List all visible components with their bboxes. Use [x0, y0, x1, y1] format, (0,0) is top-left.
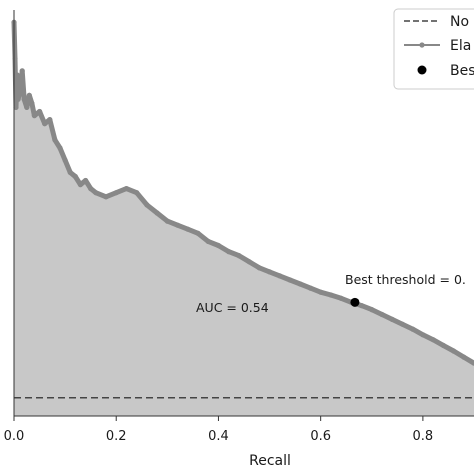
pr-curve-point	[93, 190, 99, 196]
pr-curve-point	[389, 316, 395, 322]
axes	[13, 10, 474, 417]
area-under-curve	[14, 22, 474, 416]
pr-curve-point	[461, 354, 467, 360]
pr-curve-point	[451, 348, 457, 354]
pr-curve-point	[267, 269, 273, 275]
pr-curve-point	[29, 100, 35, 106]
auc-annotation: AUC = 0.54	[196, 300, 269, 315]
pr-curve-point	[123, 186, 129, 192]
pr-curve-point	[77, 182, 83, 188]
pr-curve-point	[236, 253, 242, 259]
pr-curve-point	[195, 230, 201, 236]
pr-curve-point	[369, 307, 375, 313]
pr-curve-point	[19, 68, 25, 74]
legend-swatch-best	[417, 65, 427, 75]
pr-curve-markers	[11, 19, 474, 366]
legend-frame	[393, 8, 474, 90]
pr-curve-point	[164, 218, 170, 224]
pr-curve-point	[14, 72, 20, 78]
legend-label-best: Bes	[450, 63, 474, 79]
pr-curve-point	[24, 104, 30, 110]
pr-curve-point	[13, 104, 19, 110]
pr-curve-point	[57, 145, 63, 151]
pr-curve-point	[287, 277, 293, 283]
x-ticks: 0.0 0.2 0.4 0.6 0.8	[4, 416, 434, 444]
pr-curve-point	[420, 332, 426, 338]
x-axis-label: Recall	[249, 453, 291, 469]
pr-curve-point	[72, 173, 78, 180]
pr-curve-point	[440, 342, 446, 348]
pr-curve-point	[12, 56, 18, 62]
pr-curve-point	[26, 92, 32, 98]
pr-curve-point	[17, 88, 23, 94]
pr-curve-point	[103, 194, 109, 200]
pr-curve-point	[15, 96, 21, 102]
pr-curve-point	[277, 273, 283, 279]
pr-curve-point	[399, 321, 405, 327]
pr-curve-point	[185, 226, 191, 232]
x-tick-label: 0.6	[310, 429, 331, 444]
x-tick-label: 0.4	[208, 429, 229, 444]
pr-curve-point	[471, 360, 474, 366]
pr-curve-point	[144, 202, 150, 208]
pr-curve-point	[328, 292, 334, 298]
pr-curve-point	[318, 289, 324, 295]
pr-curve-point	[256, 265, 262, 271]
pr-curve-point	[175, 222, 181, 228]
pr-curve-point	[88, 186, 94, 192]
pr-curve-point	[410, 326, 416, 332]
best-threshold-annotation: Best threshold = 0.	[345, 272, 466, 287]
pr-curve-point	[297, 281, 303, 287]
best-threshold-point	[350, 297, 360, 307]
pr-curve-point	[338, 295, 344, 301]
pr-curve-point	[307, 285, 313, 291]
pr-curve-point	[379, 311, 385, 318]
x-tick-label: 0.2	[106, 429, 127, 444]
pr-curve-point	[42, 121, 48, 127]
pr-curve-point	[205, 238, 211, 244]
pr-curve-point	[154, 210, 160, 216]
legend: No Ela Bes	[393, 8, 474, 90]
legend-swatch-curve-marker	[419, 42, 425, 48]
pr-curve-point	[83, 177, 89, 184]
legend-label-no-skill: No	[450, 14, 469, 30]
pr-curve-point	[246, 259, 252, 265]
pr-curve-point	[430, 337, 436, 343]
pr-curve-point	[52, 137, 58, 143]
pr-curve-point	[31, 113, 37, 119]
plot-area	[11, 19, 474, 416]
pr-curve-point	[37, 108, 43, 115]
pr-curve-point	[47, 117, 53, 123]
pr-curve-point	[67, 169, 73, 175]
pr-curve-point	[21, 96, 27, 102]
pr-curve-point	[113, 190, 119, 196]
x-tick-label: 0.8	[413, 429, 434, 444]
x-tick-label: 0.0	[4, 429, 25, 444]
pr-curve-point	[226, 249, 232, 255]
legend-label-curve: Ela	[450, 38, 471, 54]
pr-curve-point	[62, 157, 68, 163]
pr-curve-point	[134, 190, 140, 196]
pr-curve-point	[215, 242, 221, 249]
pr-curve-point	[359, 303, 365, 309]
